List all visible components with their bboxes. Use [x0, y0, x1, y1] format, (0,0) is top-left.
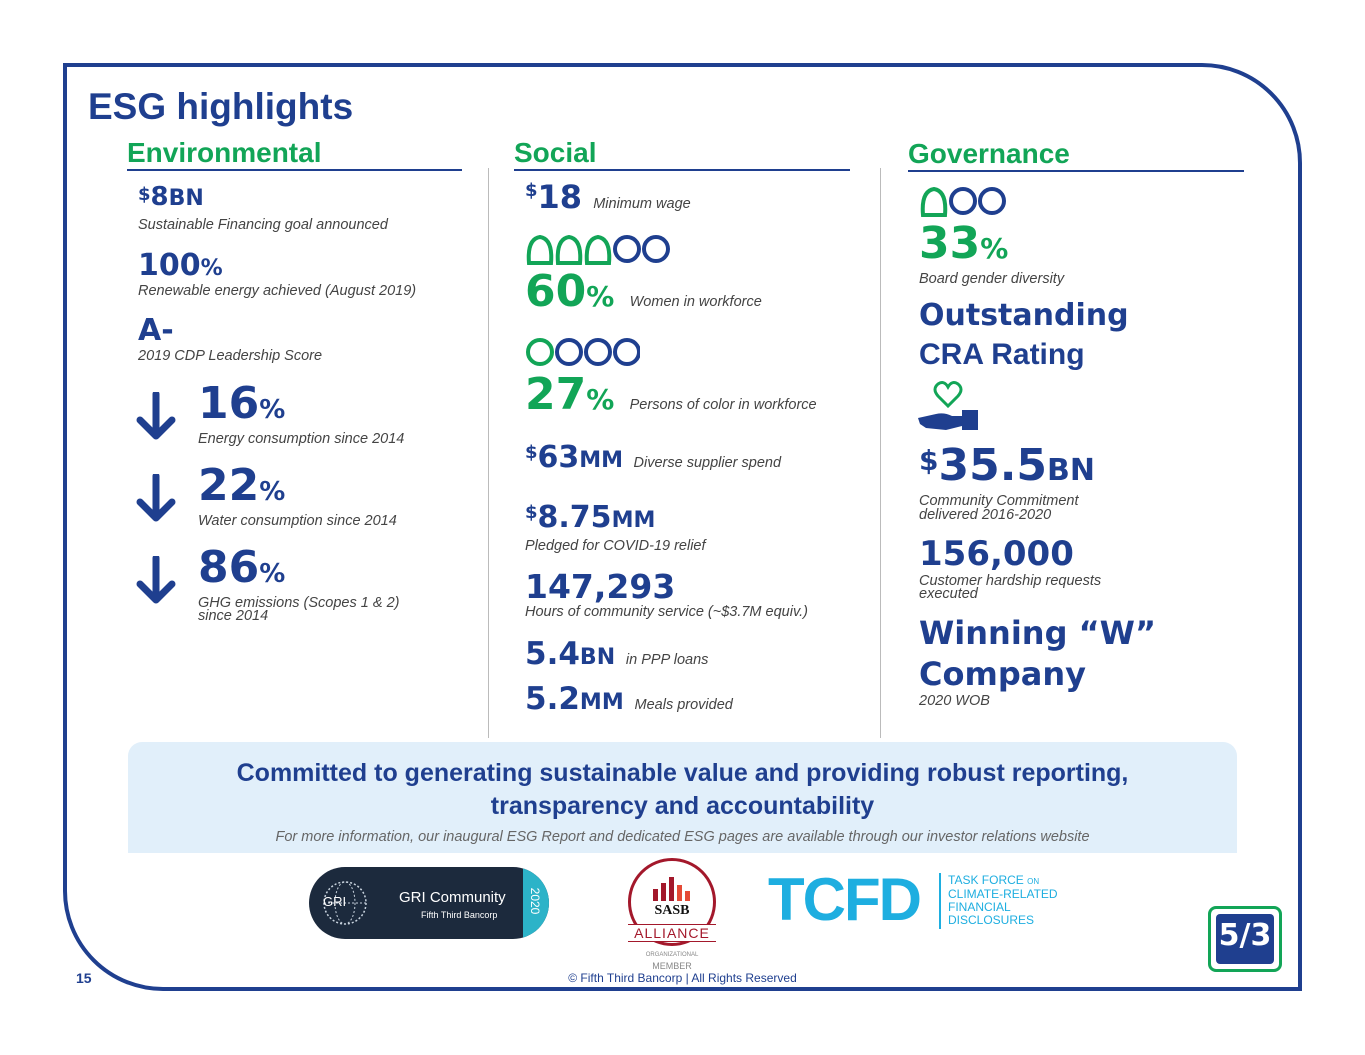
sustainable-financing-value: $8BN	[138, 182, 204, 212]
hardship-requests-value: 156,000	[919, 534, 1074, 574]
gri-community-logo: GRI GRI Community Fifth Third Bancorp 20…	[309, 867, 549, 939]
sustainable-financing-caption: Sustainable Financing goal announced	[138, 217, 388, 233]
energy-consumption-value: 16%	[198, 378, 286, 429]
tcfd-divider	[939, 873, 941, 929]
board-diversity-caption: Board gender diversity	[919, 271, 1065, 287]
tcfd-line4: DISCLOSURES	[948, 913, 1035, 927]
minimum-wage-value: $18 Minimum wage	[525, 178, 691, 216]
covid-relief-caption: Pledged for COVID-19 relief	[525, 538, 706, 554]
cra-rating-line1: Outstanding	[919, 298, 1129, 333]
women-workforce-caption: Women in workforce	[629, 294, 762, 310]
ppp-loans-value: 5.4BN in PPP loans	[525, 636, 709, 672]
tcfd-line3: FINANCIAL	[948, 900, 1011, 914]
environmental-rule	[127, 169, 462, 171]
diverse-supplier-caption: Diverse supplier spend	[633, 455, 782, 471]
renewable-energy-caption: Renewable energy achieved (August 2019)	[138, 283, 417, 299]
minimum-wage-caption: Minimum wage	[593, 196, 691, 212]
fifth-third-logo: 5/3	[1208, 906, 1282, 972]
community-service-caption: Hours of community service (~$3.7M equiv…	[525, 604, 808, 620]
down-arrow-icon	[136, 392, 176, 440]
women-icons	[526, 234, 670, 265]
ghg-emissions-caption-line2: since 2014	[198, 608, 269, 624]
sasb-alliance-name: ALLIANCE	[628, 924, 716, 942]
page-title: ESG highlights	[88, 86, 354, 127]
winning-w-line2: Company	[919, 655, 1086, 693]
energy-consumption-caption: Energy consumption since 2014	[198, 431, 405, 447]
column-divider	[880, 168, 881, 738]
gri-name: GRI Community	[399, 889, 506, 906]
environmental-heading: Environmental	[127, 137, 322, 168]
commitment-banner	[128, 742, 1237, 853]
bar-chart-icon	[653, 877, 690, 901]
board-diversity-value: 33%	[919, 218, 1009, 269]
governance-rule	[908, 170, 1244, 172]
page-number: 15	[76, 970, 92, 986]
fifth-third-logo-block	[1216, 914, 1274, 964]
hand-heart-icon	[918, 381, 978, 430]
fifth-third-mark: 5/3	[1218, 918, 1272, 953]
banner-headline-line2: transparency and accountability	[490, 792, 875, 820]
globe-icon	[323, 881, 367, 925]
copyright: © Fifth Third Bancorp | All Rights Reser…	[568, 971, 797, 985]
ghg-emissions-caption-line1: GHG emissions (Scopes 1 & 2)	[198, 595, 400, 611]
community-commitment-caption-line2: delivered 2016-2020	[919, 507, 1052, 523]
hardship-requests-caption-line2: executed	[919, 586, 978, 602]
sasb-sub2: MEMBER	[652, 961, 692, 971]
meals-provided-value: 5.2MM Meals provided	[525, 681, 733, 717]
tcfd-mark: TCFD	[768, 866, 922, 933]
tcfd-text: TASK FORCE ON CLIMATE-RELATED FINANCIAL …	[948, 874, 1058, 927]
persons-of-color-caption: Persons of color in workforce	[629, 397, 817, 413]
winning-w-caption: 2020 WOB	[919, 693, 990, 709]
social-heading: Social	[514, 137, 597, 168]
down-arrow-icon	[136, 556, 176, 604]
winning-w-line1: Winning “W”	[919, 614, 1156, 652]
board-icons	[920, 186, 1006, 217]
diverse-supplier-value: $63MM Diverse supplier spend	[525, 440, 782, 475]
women-workforce-value: 60% Women in workforce	[525, 266, 762, 317]
cdp-score-caption: 2019 CDP Leadership Score	[138, 348, 323, 364]
tcfd-line1: TASK FORCE ON	[948, 873, 1040, 887]
governance-heading: Governance	[908, 138, 1070, 169]
gri-year-band	[523, 867, 549, 939]
gri-sub: Fifth Third Bancorp	[421, 910, 498, 920]
community-commitment-value: $35.5BN	[919, 440, 1096, 491]
ppp-loans-caption: in PPP loans	[625, 652, 709, 668]
banner-headline: Committed to generating sustainable valu…	[128, 757, 1237, 823]
sasb-mark: SASB	[654, 903, 690, 918]
community-commitment-caption-line1: Community Commitment	[919, 493, 1079, 509]
people-icons	[526, 338, 640, 366]
renewable-energy-value: 100%	[138, 248, 223, 283]
sasb-sub1: ORGANIZATIONAL	[645, 952, 699, 958]
social-rule	[514, 169, 850, 171]
cdp-score-value: A-	[138, 313, 174, 348]
water-consumption-caption: Water consumption since 2014	[198, 513, 397, 529]
banner-headline-line1: Committed to generating sustainable valu…	[236, 759, 1129, 787]
water-consumption-value: 22%	[198, 460, 286, 511]
ghg-emissions-value: 86%	[198, 542, 286, 593]
slide-frame	[63, 63, 1302, 991]
community-service-value: 147,293	[525, 567, 676, 606]
banner-note: For more information, our inaugural ESG …	[275, 829, 1090, 845]
column-divider	[488, 168, 489, 738]
persons-of-color-value: 27% Persons of color in workforce	[525, 369, 817, 420]
tcfd-line2: CLIMATE-RELATED	[948, 887, 1058, 901]
gri-year: 2020	[528, 887, 542, 915]
covid-relief-value: $8.75MM	[525, 500, 656, 535]
gri-mark: GRI	[323, 894, 347, 909]
down-arrow-icon	[136, 474, 176, 522]
meals-provided-caption: Meals provided	[634, 697, 733, 713]
cra-rating-line2: CRA Rating	[919, 338, 1085, 371]
hardship-requests-caption-line1: Customer hardship requests	[919, 573, 1102, 589]
